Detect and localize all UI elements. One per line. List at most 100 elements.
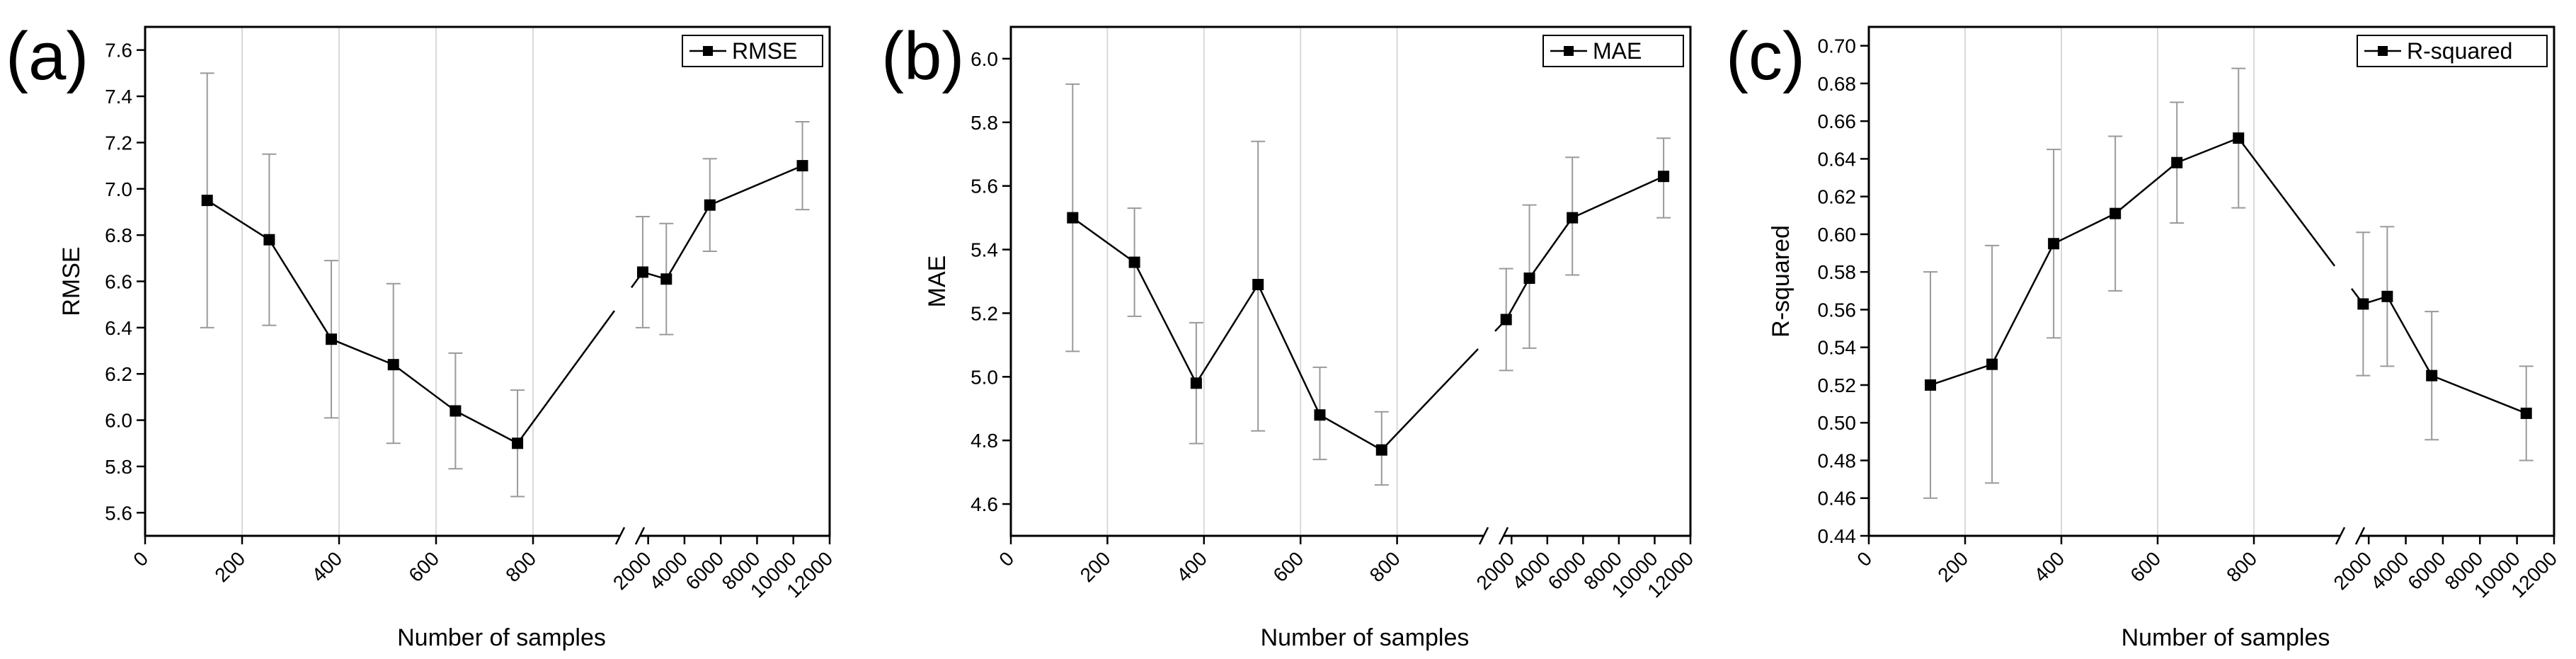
data-point-marker [1523,273,1535,285]
plot-frame [1009,25,1692,537]
data-point-marker [2426,369,2438,382]
data-point-marker [2171,156,2183,168]
axis-break-mark [1478,527,1489,545]
axis-break-mark [2335,527,2346,545]
series-line-segment [1505,277,1530,321]
plot-frame [1867,25,2555,537]
data-point-marker [1986,358,1998,370]
data-point-marker [704,199,716,211]
y-tick-label: 6.6 [105,271,132,293]
legend-box [1542,35,1684,67]
series-line-segment [1930,363,1993,386]
y-tick-label: 5.8 [105,456,132,478]
data-point-marker [1067,212,1079,224]
data-point-marker [1375,444,1387,456]
x-tick-label: 2000 [2329,547,2376,594]
x-tick-label: 400 [2030,547,2068,586]
x-tick-label: 4000 [2366,547,2413,594]
legend-label: MAE [1593,38,1642,64]
data-point-marker [1925,379,1937,391]
data-point-marker [2110,207,2122,219]
legend-marker [703,46,713,56]
y-tick-label: 5.6 [971,176,998,197]
data-point-marker [326,333,338,345]
series-line-segment [1072,217,1135,263]
y-tick-label: 0.66 [1818,110,1857,132]
x-tick-label: 200 [1933,547,1972,586]
y-tick-label: 0.62 [1818,186,1857,208]
series-line-segment [2238,137,2335,267]
series-line-segment [2386,296,2433,377]
x-tick-label: 6000 [2403,547,2450,594]
data-point-marker [2520,407,2532,419]
series-line-segment [268,239,333,340]
x-tick-label: 4000 [1508,547,1555,594]
y-tick-label: 4.8 [971,430,998,452]
panel-letter: (c) [1726,18,1805,94]
x-tick-label: 800 [2222,547,2261,586]
data-point-marker [1658,171,1670,183]
axis-break-gap [620,533,640,539]
data-point-marker [512,437,524,449]
y-tick-label: 0.44 [1818,525,1857,547]
y-tick-label: 0.64 [1818,148,1857,170]
series-line-segment [709,164,803,206]
y-tick-label: 0.60 [1818,224,1857,246]
panel-c: 0.44 0.46 0.48 0.50 0.52 0.54 0.56 0.58 0.60 0.62… [1726,18,2561,651]
y-tick-label: 5.8 [971,112,998,134]
panel-a: 5.6 5.8 6.0 6.2 6.4 6.6 6.8 7.0 7.2 7.4 7.6 0 200 400… [6,18,837,651]
data-point-marker [2233,132,2245,144]
data-point-marker [1190,377,1202,389]
y-axis-title: R-squared [1768,225,1794,338]
series-line-segment [207,200,270,241]
series-line-segment [1257,284,1321,416]
series-line-segment [392,364,457,412]
data-point-marker [660,273,672,285]
data-point-marker [2357,298,2369,310]
series-line-segment [1380,348,1479,451]
series-line-segment [2053,212,2116,245]
y-tick-label: 0.54 [1818,337,1857,359]
x-tick-label: 2000 [609,547,656,594]
x-tick-label: 0 [129,547,152,571]
x-tick-label: 6000 [1544,547,1591,594]
x-tick-label: 800 [1366,547,1404,586]
y-tick-label: 5.2 [971,302,998,324]
data-point-marker [450,405,462,417]
y-tick-label: 5.0 [971,366,998,388]
data-point-marker [796,160,808,172]
x-tick-label: 400 [1172,547,1211,586]
y-tick-label: 5.4 [971,239,998,261]
series-line-segment [2114,161,2177,214]
y-tick-label: 0.48 [1818,449,1857,471]
y-tick-label: 6.0 [971,48,998,70]
x-tick-label: 600 [2126,547,2165,586]
data-point-marker [1567,212,1579,224]
panel-letter: (b) [881,18,964,94]
y-tick-label: 7.4 [105,86,132,108]
x-tick-label: 200 [210,547,249,586]
y-tick-label: 0.70 [1818,35,1857,57]
y-tick-label: 0.58 [1818,261,1857,283]
y-tick-label: 7.0 [105,178,132,200]
axis-break-mark [614,527,626,545]
y-tick-label: 6.0 [105,410,132,432]
data-point-marker [263,234,275,246]
series-line-segment [2176,137,2239,164]
data-point-marker [2048,238,2060,250]
x-axis-title: Number of samples [2122,624,2330,651]
series-line-segment [1991,243,2055,365]
y-tick-label: 0.68 [1818,73,1857,95]
series-line-segment [1572,176,1664,219]
y-tick-label: 6.8 [105,224,132,246]
x-axis-title: Number of samples [1261,624,1470,651]
series-line-segment [1528,217,1574,279]
x-tick-label: 800 [501,547,540,586]
y-tick-label: 6.4 [105,317,132,339]
y-axis-title: RMSE [58,246,85,316]
data-point-marker [1500,314,1512,326]
panel-b: 4.6 4.8 5.0 5.2 5.4 5.6 5.8 6.0 0 200 400 600 800 200… [881,18,1698,651]
y-tick-label: 6.2 [105,363,132,385]
legend-marker [1564,46,1574,56]
x-tick-label: 200 [1076,547,1115,586]
